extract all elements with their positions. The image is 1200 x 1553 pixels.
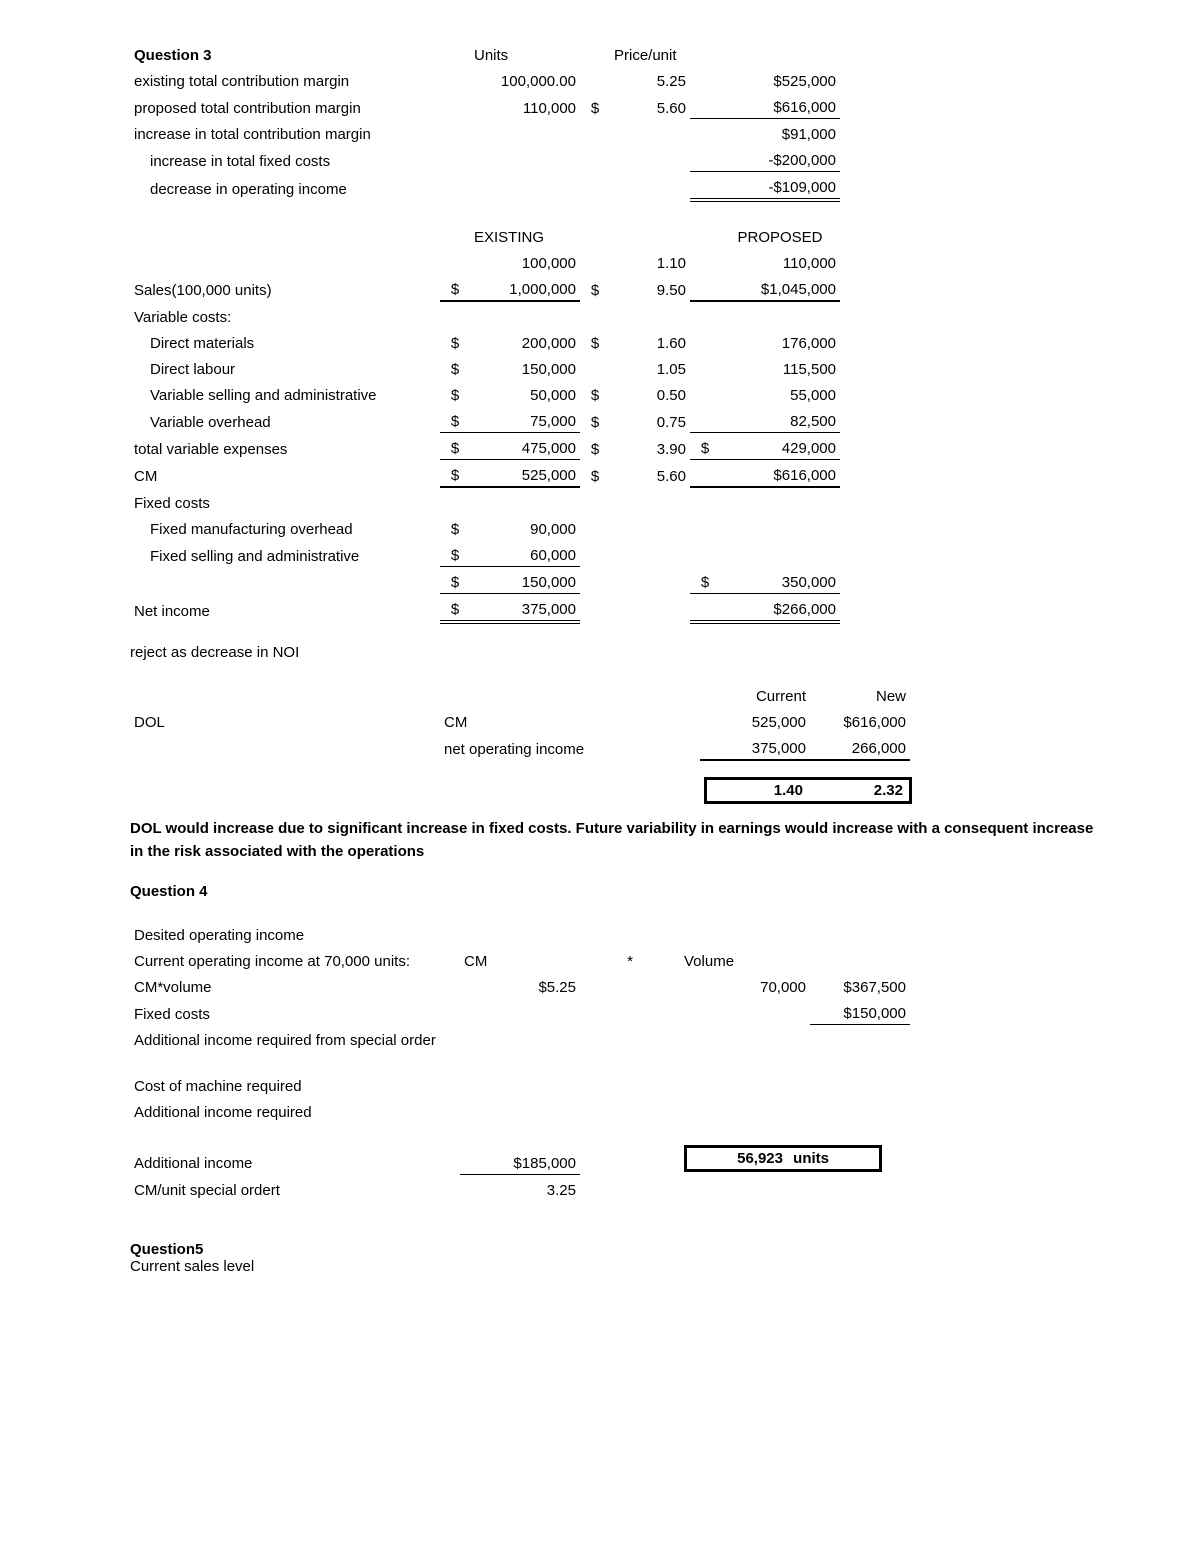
q5-row1: Current sales level (130, 1258, 1100, 1275)
q5-title: Question5 (130, 1241, 1100, 1258)
row-inc-fc: increase in total fixed costs (130, 145, 440, 172)
row-exist-cm: existing total contribution margin (130, 66, 440, 92)
hdr-new: New (810, 681, 910, 707)
hdr-units: Units (470, 40, 580, 66)
q4-title: Question 4 (130, 883, 1100, 900)
hdr-price: Price/unit (610, 40, 720, 66)
dol-note: DOL would increase due to significant in… (130, 818, 1100, 863)
hdr-proposed: PROPOSED (720, 222, 840, 248)
q3-compare-table: EXISTING PROPOSED 100,000 1.10 110,000 S… (130, 222, 1100, 624)
row-dec-oi: decrease in operating income (130, 172, 440, 201)
dol-new: 2.32 (813, 782, 903, 799)
row-prop-cm: proposed total contribution margin (130, 92, 440, 119)
q3-title: Question 3 (130, 40, 440, 66)
hdr-existing: EXISTING (470, 222, 580, 248)
hdr-current: Current (700, 681, 810, 707)
reject-note: reject as decrease in NOI (130, 644, 1100, 661)
q4-table: Desited operating income Current operati… (130, 920, 1100, 1201)
row-inc-cm: increase in total contribution margin (130, 119, 440, 146)
q3-header-table: Question 3 Units Price/unit existing tot… (130, 40, 1100, 202)
row-sales: Sales(100,000 units) (130, 274, 440, 301)
dol-current: 1.40 (713, 782, 803, 799)
q4-result: 56,923 (693, 1150, 783, 1167)
dol-table: Current New DOL CM 525,000 $616,000 net … (130, 681, 1100, 810)
row-varhdr: Variable costs: (130, 301, 440, 328)
